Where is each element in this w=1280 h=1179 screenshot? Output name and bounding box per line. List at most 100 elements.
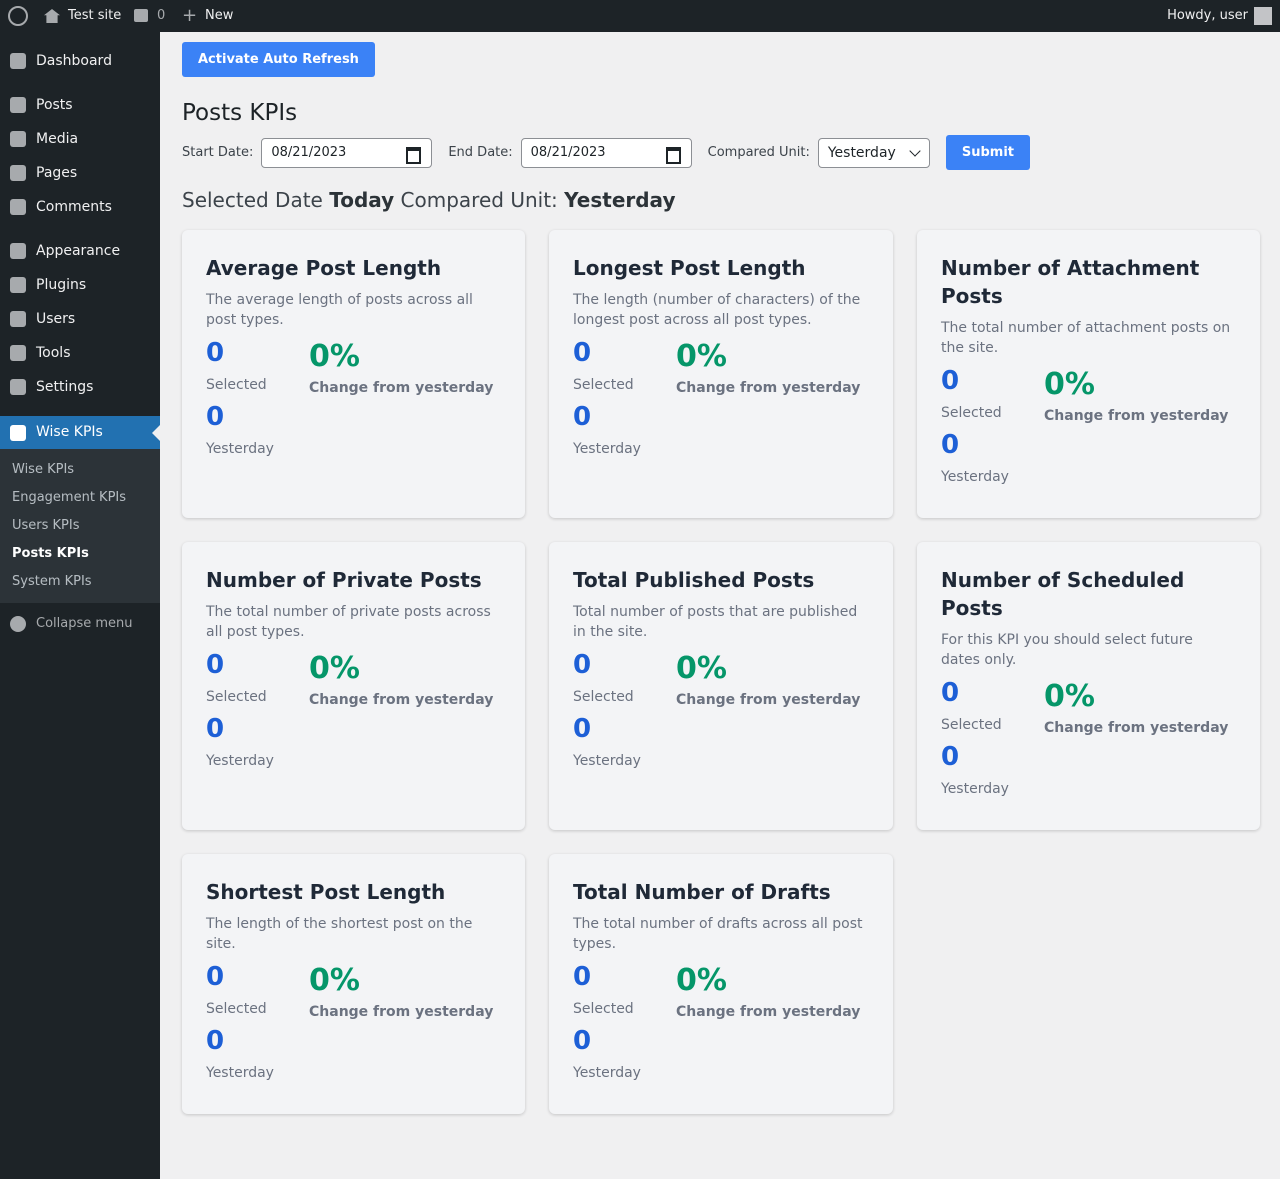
selected-value: 0 bbox=[206, 962, 225, 992]
wp-logo[interactable] bbox=[8, 6, 28, 26]
card-description: The total number of attachment posts on … bbox=[941, 320, 1231, 356]
card-title: Number of Private Posts bbox=[206, 568, 482, 592]
site-name[interactable]: Test site bbox=[68, 8, 122, 23]
card-values: 0 Selected 0 Yesterday 0% Change from yesterd… bbox=[206, 648, 501, 776]
card-description: The length (number of characters) of the… bbox=[573, 292, 861, 328]
howdy[interactable]: Howdy, user bbox=[1167, 8, 1248, 23]
sidebar: Dashboard Posts Media Pages Comments Appearan… bbox=[0, 32, 160, 1179]
menu-item[interactable]: Comments bbox=[0, 190, 160, 224]
selected-value: 0 bbox=[941, 366, 960, 396]
previous-label: Yesterday bbox=[206, 753, 274, 769]
menu-item[interactable]: Pages bbox=[0, 156, 160, 190]
card-description: The total number of private posts across… bbox=[206, 604, 491, 640]
card-title: Number of Attachment Posts bbox=[941, 256, 1200, 308]
submenu-item[interactable]: System KPIs bbox=[12, 574, 92, 589]
submit-button[interactable]: Submit bbox=[945, 135, 1030, 170]
admin-bar: Test site 0 + New Howdy, user bbox=[0, 0, 1280, 32]
previous-value: 0 bbox=[206, 1026, 225, 1056]
menu-icon bbox=[10, 311, 26, 327]
menu-item[interactable]: Media bbox=[0, 122, 160, 156]
card-description: The total number of drafts across all po… bbox=[573, 916, 863, 952]
menu-item[interactable]: Posts bbox=[0, 88, 160, 122]
change-label: Change from yesterday bbox=[309, 380, 494, 396]
selected-value: 0 bbox=[573, 338, 592, 368]
collapse-menu[interactable]: Collapse menu bbox=[0, 607, 160, 641]
menu-item[interactable]: Dashboard bbox=[0, 44, 160, 78]
page-title: Posts KPIs bbox=[182, 100, 298, 126]
menu-item[interactable]: Plugins bbox=[0, 268, 160, 302]
submenu-item[interactable]: Engagement KPIs bbox=[12, 490, 127, 505]
new-link[interactable]: New bbox=[205, 8, 234, 23]
card-values: 0 Selected 0 Yesterday 0% Change from yesterd… bbox=[573, 960, 869, 1088]
menu-icon bbox=[10, 277, 26, 293]
card-values: 0 Selected 0 Yesterday 0% Change from yesterd… bbox=[206, 960, 501, 1088]
card-values: 0 Selected 0 Yesterday 0% Change from yesterd… bbox=[941, 676, 1236, 804]
previous-value: 0 bbox=[573, 402, 592, 432]
values-left: 0 Selected 0 Yesterday bbox=[573, 648, 676, 776]
card-description: For this KPI you should select future da… bbox=[941, 632, 1193, 668]
change-label: Change from yesterday bbox=[309, 692, 494, 708]
kpi-card: Number of Private Posts The total number … bbox=[182, 542, 525, 830]
kpi-card: Shortest Post Length The length of the sh… bbox=[182, 854, 525, 1114]
selected-label: Selected bbox=[206, 689, 267, 705]
previous-value: 0 bbox=[941, 430, 960, 460]
card-title: Longest Post Length bbox=[573, 256, 806, 280]
kpi-card: Total Number of Drafts The total number o… bbox=[549, 854, 893, 1114]
previous-value: 0 bbox=[206, 714, 225, 744]
selected-value: 0 bbox=[206, 338, 225, 368]
previous-label: Yesterday bbox=[206, 441, 274, 457]
previous-label: Yesterday bbox=[573, 1065, 641, 1081]
end-date[interactable]: 08/21/2023 bbox=[520, 137, 692, 168]
menu-icon bbox=[10, 53, 26, 69]
menu-item[interactable]: Settings bbox=[0, 370, 160, 404]
submenu-item[interactable]: Posts KPIs bbox=[12, 546, 89, 561]
menu-icon bbox=[10, 379, 26, 395]
change-label: Change from yesterday bbox=[1044, 408, 1229, 424]
selected-value: 0 bbox=[573, 962, 592, 992]
previous-value: 0 bbox=[573, 1026, 592, 1056]
selected-label: Selected bbox=[206, 377, 267, 393]
card-description: The average length of posts across all p… bbox=[206, 292, 473, 328]
values-left: 0 Selected 0 Yesterday bbox=[573, 960, 676, 1088]
selected-label: Selected bbox=[573, 689, 634, 705]
card-title: Total Published Posts bbox=[573, 568, 815, 592]
end-label: End Date: bbox=[448, 145, 513, 160]
values-right: 0% Change from yesterday bbox=[676, 960, 860, 1088]
previous-label: Yesterday bbox=[573, 441, 641, 457]
auto-refresh-button[interactable]: Activate Auto Refresh bbox=[182, 42, 375, 77]
values-right: 0% Change from yesterday bbox=[676, 336, 860, 464]
previous-label: Yesterday bbox=[941, 469, 1009, 485]
values-left: 0 Selected 0 Yesterday bbox=[941, 364, 1044, 492]
start-date[interactable]: 08/21/2023 bbox=[261, 137, 433, 168]
selected-label: Selected bbox=[573, 1001, 634, 1017]
change-label: Change from yesterday bbox=[1044, 720, 1229, 736]
unit-value: Yesterday bbox=[564, 188, 676, 212]
menu-item[interactable]: Appearance bbox=[0, 234, 160, 268]
selected-label: Selected bbox=[206, 1001, 267, 1017]
card-values: 0 Selected 0 Yesterday 0% Change from yesterd… bbox=[573, 336, 869, 464]
change-label: Change from yesterday bbox=[676, 692, 861, 708]
start-label: Start Date: bbox=[182, 145, 254, 160]
submenu-item[interactable]: Wise KPIs bbox=[12, 462, 75, 477]
cards: Average Post Length The average length of… bbox=[182, 230, 1260, 1114]
card-description: The length of the shortest post on the s… bbox=[206, 916, 473, 952]
menu-item[interactable]: Wise KPIs bbox=[0, 416, 160, 449]
unit-select[interactable]: Yesterday bbox=[817, 137, 930, 168]
kpi-card: Number of Scheduled Posts For this KPI yo… bbox=[917, 542, 1260, 830]
summary: Selected Date Today Compared Unit: Yeste… bbox=[182, 188, 675, 212]
change-value: 0% bbox=[309, 651, 360, 686]
change-value: 0% bbox=[1044, 679, 1095, 714]
menu-item[interactable]: Tools bbox=[0, 336, 160, 370]
change-value: 0% bbox=[676, 963, 727, 998]
menu-item[interactable]: Users bbox=[0, 302, 160, 336]
date-value: Today bbox=[329, 188, 395, 212]
submenu-item[interactable]: Users KPIs bbox=[12, 518, 80, 533]
selected-value: 0 bbox=[941, 678, 960, 708]
change-label: Change from yesterday bbox=[309, 1004, 494, 1020]
previous-label: Yesterday bbox=[941, 781, 1009, 797]
values-left: 0 Selected 0 Yesterday bbox=[206, 648, 309, 776]
menu-icon bbox=[10, 97, 26, 113]
comment-icon bbox=[134, 9, 148, 22]
comment-count[interactable]: 0 bbox=[157, 8, 166, 23]
values-right: 0% Change from yesterday bbox=[676, 648, 860, 776]
